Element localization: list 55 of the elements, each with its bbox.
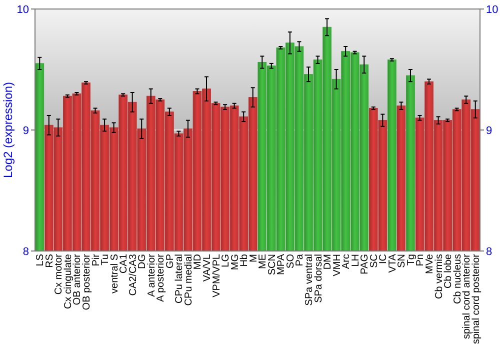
x-tick-label: VA/VL bbox=[202, 254, 214, 282]
x-tick-label: OB anterior bbox=[72, 253, 84, 306]
x-tick-label: M bbox=[248, 254, 260, 262]
x-tick-label: SC bbox=[368, 254, 380, 268]
x-tick-label: LS bbox=[35, 254, 46, 266]
x-tick-label: MG bbox=[230, 254, 241, 270]
x-tick-label: ventral S bbox=[109, 254, 120, 294]
x-tick-label: spinal cord anterior bbox=[462, 253, 473, 340]
y-tick-label: 8 bbox=[22, 246, 29, 258]
x-tick-label: Hb bbox=[239, 254, 250, 267]
x-tick-label: SPa ventral bbox=[304, 254, 315, 306]
x-tick-label: RS bbox=[44, 254, 56, 268]
x-tick-label: IC bbox=[378, 254, 390, 264]
y-axis-title: Log2 (expression) bbox=[1, 82, 15, 178]
x-tick-label: Pn bbox=[415, 254, 426, 266]
x-tick-label: SCN bbox=[266, 254, 278, 276]
x-tick-label: GP bbox=[164, 254, 176, 268]
x-tick-label: VTA bbox=[387, 254, 398, 273]
x-tick-label: A posterior bbox=[156, 253, 167, 302]
y2-tick-label: 10 bbox=[486, 4, 498, 16]
x-tick-label: CPu medial bbox=[183, 254, 194, 306]
x-tick-label: ME bbox=[258, 254, 269, 269]
x-tick-label: MD bbox=[192, 254, 204, 270]
x-tick-label: MPA bbox=[276, 254, 288, 275]
x-tick-label: DG bbox=[137, 254, 148, 269]
x-tick-label: Pa bbox=[294, 254, 306, 266]
x-tick-label: Cx motor bbox=[54, 253, 65, 295]
x-tick-label: Cb nucleus bbox=[452, 254, 464, 304]
x-tick-label: VPM/VPL bbox=[211, 254, 222, 298]
x-tick-label: Tu bbox=[100, 254, 112, 266]
x-tick-label: SN bbox=[396, 254, 408, 268]
x-tick-label: VMH bbox=[332, 254, 343, 276]
y-tick-label: 10 bbox=[16, 4, 29, 16]
y-tick-label: 9 bbox=[22, 124, 29, 137]
x-tick-label: CA2/CA3 bbox=[128, 254, 139, 296]
x-tick-label: Cb lobe bbox=[443, 254, 454, 288]
y2-tick-label: 8 bbox=[486, 246, 492, 258]
y2-tick-label: 9 bbox=[486, 124, 492, 137]
x-tick-label: Cb vermis bbox=[434, 254, 445, 300]
x-tick-label: A anterior bbox=[146, 253, 158, 297]
x-tick-label: LH bbox=[350, 254, 362, 267]
x-tick-label: OB posterior bbox=[81, 253, 92, 310]
x-tick-label: SO bbox=[285, 254, 296, 268]
x-tick-label: LG bbox=[220, 254, 232, 268]
x-tick-label: MVe bbox=[424, 254, 436, 274]
x-tick-label: SPa dorsal bbox=[313, 254, 324, 303]
x-tick-label: spinal cord posterior bbox=[470, 253, 482, 344]
x-tick-label: CPu lateral bbox=[174, 254, 186, 304]
x-tick-label: Pir bbox=[90, 253, 102, 266]
x-tick-label: CA1 bbox=[118, 254, 130, 274]
x-tick-label: DM bbox=[322, 254, 334, 270]
x-tick-label: Arc bbox=[341, 254, 352, 269]
x-tick-label: Cx cingulate bbox=[62, 254, 74, 310]
x-tick-label: PAG bbox=[360, 254, 371, 274]
x-tick-label: Tg bbox=[406, 254, 417, 266]
